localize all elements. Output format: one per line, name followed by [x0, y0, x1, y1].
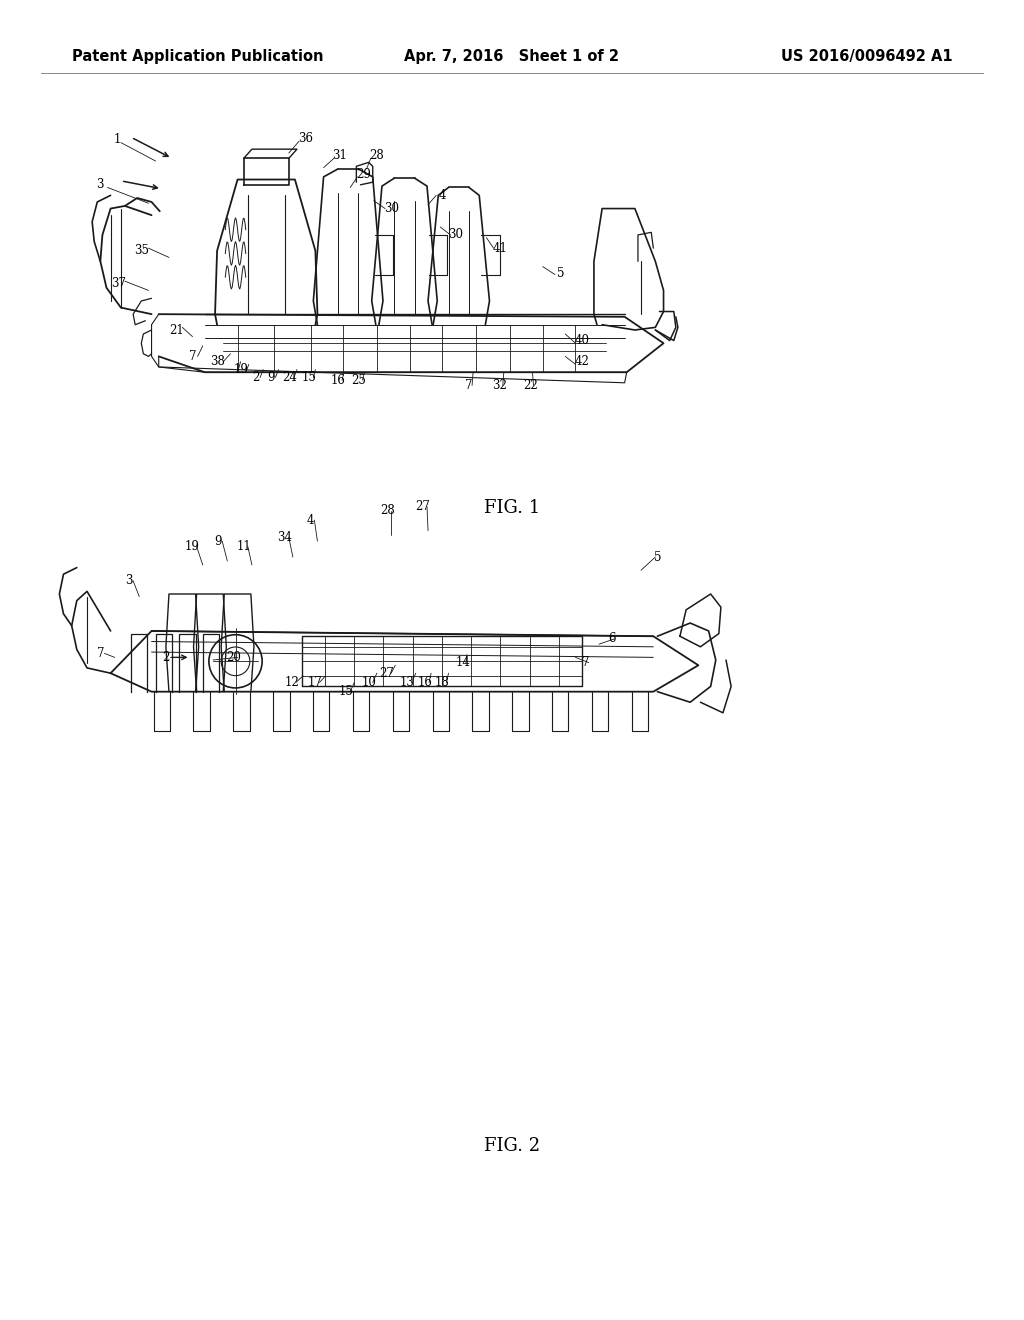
Text: 4: 4: [438, 189, 446, 202]
Text: 2: 2: [162, 651, 170, 664]
Text: 4: 4: [306, 513, 314, 527]
Text: 10: 10: [361, 676, 376, 689]
Text: Patent Application Publication: Patent Application Publication: [72, 49, 324, 63]
Text: 27: 27: [380, 667, 394, 680]
Text: 28: 28: [380, 504, 394, 517]
Text: 41: 41: [493, 242, 507, 255]
Text: 7: 7: [188, 350, 197, 363]
Text: 2: 2: [252, 371, 260, 384]
Text: 5: 5: [653, 550, 662, 564]
Text: Apr. 7, 2016   Sheet 1 of 2: Apr. 7, 2016 Sheet 1 of 2: [404, 49, 620, 63]
Text: 32: 32: [493, 379, 507, 392]
Text: 25: 25: [351, 374, 366, 387]
Text: 15: 15: [339, 685, 353, 698]
Text: 29: 29: [356, 168, 371, 181]
Text: 35: 35: [134, 244, 148, 257]
Text: 3: 3: [96, 178, 104, 191]
Text: 28: 28: [370, 149, 384, 162]
Text: US 2016/0096492 A1: US 2016/0096492 A1: [780, 49, 952, 63]
Text: 17: 17: [308, 676, 323, 689]
Text: 37: 37: [112, 277, 126, 290]
Text: 16: 16: [331, 374, 345, 387]
Text: 19: 19: [233, 363, 248, 376]
Text: 38: 38: [210, 355, 224, 368]
Text: 5: 5: [557, 267, 565, 280]
Text: 34: 34: [278, 531, 292, 544]
Text: 11: 11: [237, 540, 251, 553]
Text: FIG. 1: FIG. 1: [484, 499, 540, 517]
Text: 24: 24: [283, 371, 297, 384]
Text: 22: 22: [523, 379, 538, 392]
Text: 42: 42: [574, 355, 589, 368]
Text: 1: 1: [114, 133, 122, 147]
Text: 9: 9: [267, 371, 275, 384]
Text: 30: 30: [384, 202, 398, 215]
Text: 21: 21: [169, 323, 183, 337]
Text: FIG. 2: FIG. 2: [484, 1137, 540, 1155]
Text: 15: 15: [302, 371, 316, 384]
Text: 36: 36: [298, 132, 312, 145]
Text: 9: 9: [214, 535, 222, 548]
Text: 20: 20: [226, 651, 241, 664]
Text: 27: 27: [416, 500, 430, 513]
Text: 16: 16: [418, 676, 432, 689]
Text: 31: 31: [333, 149, 347, 162]
Text: 6: 6: [608, 632, 616, 645]
Text: 30: 30: [449, 228, 463, 242]
Text: 40: 40: [574, 334, 589, 347]
Text: 3: 3: [125, 574, 133, 587]
Text: 7: 7: [582, 656, 590, 669]
Text: 13: 13: [400, 676, 415, 689]
Text: 12: 12: [285, 676, 299, 689]
Text: 7: 7: [96, 647, 104, 660]
Text: 7: 7: [465, 379, 473, 392]
Text: 19: 19: [185, 540, 200, 553]
Text: 14: 14: [456, 656, 470, 669]
Text: 18: 18: [435, 676, 450, 689]
